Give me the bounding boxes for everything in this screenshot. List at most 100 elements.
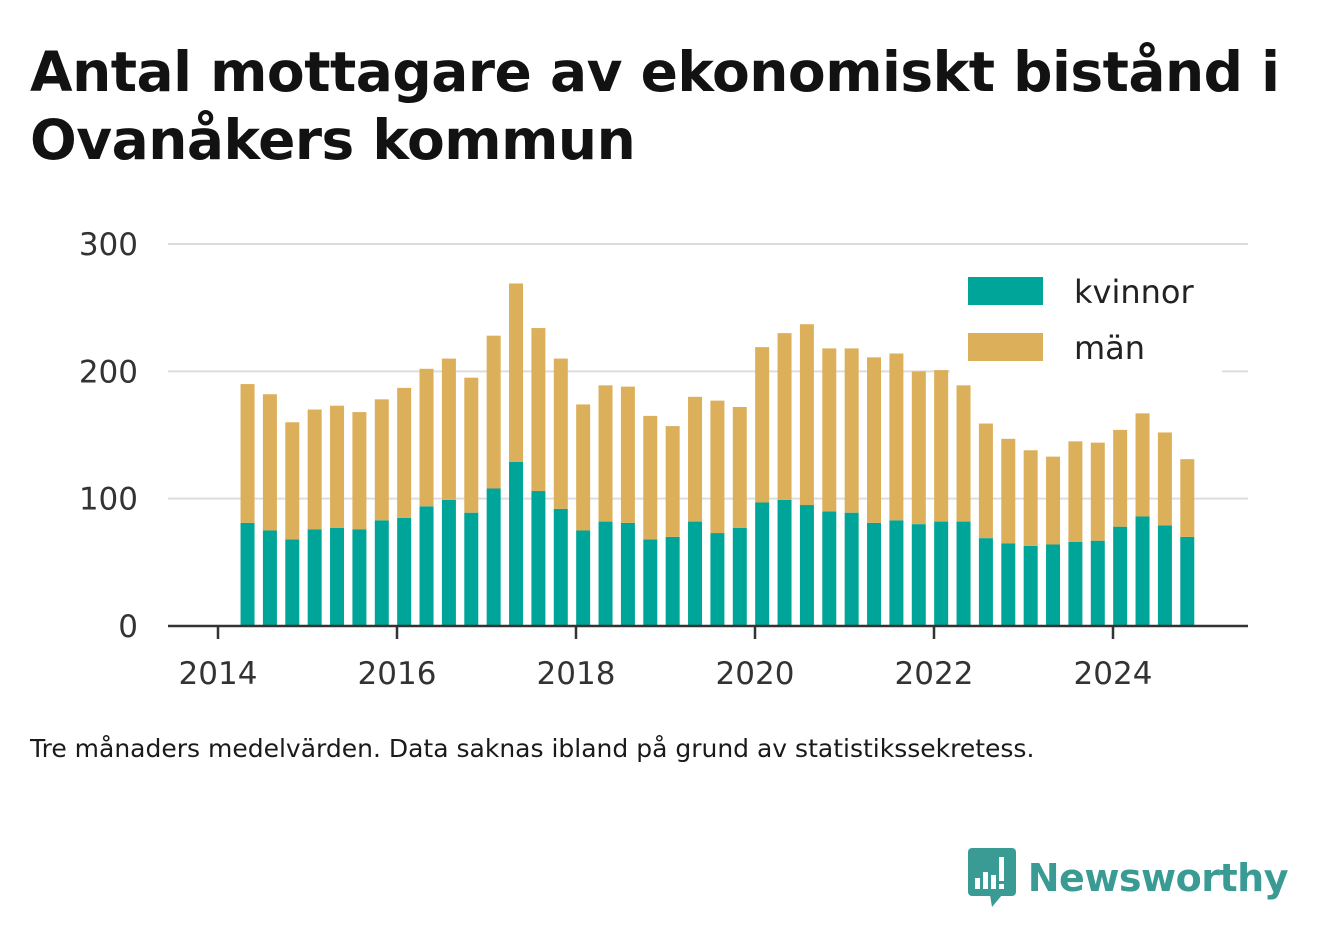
stacked-bar-chart: 0 100 200 300 2014 2016 2018 2020 2022 2024 kvin… <box>79 227 1248 692</box>
bar-kvinnor <box>330 527 345 626</box>
bar-chart-speech-bubble-icon <box>967 848 1016 907</box>
bar-man <box>1180 459 1195 537</box>
bar-man <box>1046 456 1061 545</box>
bar-kvinnor <box>867 522 882 626</box>
bars <box>240 283 1195 626</box>
bar-kvinnor <box>1090 540 1105 626</box>
bar-kvinnor <box>531 491 546 626</box>
bar-kvinnor <box>1068 541 1083 626</box>
bar-man <box>1113 429 1128 527</box>
bar-kvinnor <box>598 521 613 626</box>
bar-man <box>441 358 456 500</box>
bar-man <box>688 396 703 522</box>
bar-man <box>934 370 949 522</box>
bar-kvinnor <box>688 521 703 626</box>
bar-man <box>374 399 389 521</box>
y-axis-ticks: 0 100 200 300 <box>79 227 138 645</box>
bar-kvinnor <box>911 524 926 626</box>
bar-man <box>732 406 747 528</box>
bar-kvinnor <box>397 517 412 626</box>
x-tick-label: 2016 <box>358 656 437 692</box>
bar-kvinnor <box>1157 525 1172 626</box>
bar-kvinnor <box>1180 536 1195 626</box>
bar-man <box>1135 413 1150 517</box>
bar-kvinnor <box>307 529 322 626</box>
bar-kvinnor <box>1023 545 1038 626</box>
y-tick-label: 300 <box>79 227 138 263</box>
bar-man <box>755 347 770 503</box>
bar-kvinnor <box>978 538 993 626</box>
bar-man <box>352 412 367 530</box>
bar-kvinnor <box>374 520 389 626</box>
bar-kvinnor <box>1135 516 1150 626</box>
bar-kvinnor <box>486 488 501 626</box>
bar-man <box>956 385 971 522</box>
bar-kvinnor <box>553 508 568 626</box>
bar-kvinnor <box>755 502 770 626</box>
bar-kvinnor <box>777 499 792 626</box>
bar-kvinnor <box>934 521 949 626</box>
bar-man <box>307 409 322 530</box>
bar-kvinnor <box>822 511 837 626</box>
bar-kvinnor <box>956 521 971 626</box>
bar-man <box>1090 442 1105 541</box>
bar-man <box>822 348 837 512</box>
bar-kvinnor <box>262 530 277 626</box>
bar-man <box>576 404 591 531</box>
bar-man <box>799 324 814 506</box>
bar-kvinnor <box>844 512 859 626</box>
x-tick-label: 2018 <box>537 656 616 692</box>
bar-kvinnor <box>419 506 434 626</box>
bar-man <box>889 353 904 521</box>
bar-man <box>1023 450 1038 546</box>
legend-swatch-kvinnor <box>968 277 1043 305</box>
bar-kvinnor <box>509 461 524 626</box>
brand-name: Newsworthy <box>1027 856 1289 900</box>
bar-man <box>262 394 277 531</box>
bar-kvinnor <box>441 499 456 626</box>
bar-man <box>486 335 501 489</box>
bar-kvinnor <box>620 522 635 626</box>
bar-man <box>419 368 434 507</box>
bar-man <box>240 384 255 523</box>
legend-swatch-man <box>968 333 1043 361</box>
bar-kvinnor <box>1046 544 1061 626</box>
legend-label-man: män <box>1074 329 1145 367</box>
bar-kvinnor <box>240 522 255 626</box>
x-tick-label: 2014 <box>179 656 258 692</box>
bar-kvinnor <box>643 539 658 626</box>
bar-man <box>397 387 412 518</box>
bar-kvinnor <box>710 533 725 626</box>
bar-kvinnor <box>732 527 747 626</box>
chart-title: Antal mottagare av ekonomiskt bistånd i … <box>30 40 1280 172</box>
bar-kvinnor <box>285 539 300 626</box>
x-tick-label: 2020 <box>716 656 795 692</box>
x-tick-label: 2022 <box>895 656 974 692</box>
y-tick-label: 100 <box>79 482 138 518</box>
bar-man <box>531 328 546 492</box>
bar-man <box>509 283 524 462</box>
bar-man <box>643 415 658 540</box>
bar-kvinnor <box>1113 526 1128 626</box>
bar-man <box>1157 432 1172 526</box>
bar-man <box>1001 438 1016 544</box>
bar-man <box>330 405 345 528</box>
bar-man <box>867 357 882 523</box>
bar-man <box>665 426 680 537</box>
bar-man <box>620 386 635 523</box>
y-tick-label: 0 <box>118 609 138 645</box>
chart-footnote: Tre månaders medelvärden. Data saknas ib… <box>30 734 1035 763</box>
bar-kvinnor <box>464 512 479 626</box>
bar-man <box>911 371 926 525</box>
x-axis-ticks: 2014 2016 2018 2020 2022 2024 <box>179 626 1153 692</box>
bar-kvinnor <box>799 505 814 626</box>
bar-man <box>710 400 725 534</box>
x-tick-label: 2024 <box>1074 656 1153 692</box>
bar-man <box>464 377 479 513</box>
y-tick-label: 200 <box>79 354 138 390</box>
bar-man <box>598 385 613 522</box>
bar-man <box>844 348 859 513</box>
bar-kvinnor <box>576 530 591 626</box>
bar-kvinnor <box>352 529 367 626</box>
bar-man <box>978 423 993 539</box>
